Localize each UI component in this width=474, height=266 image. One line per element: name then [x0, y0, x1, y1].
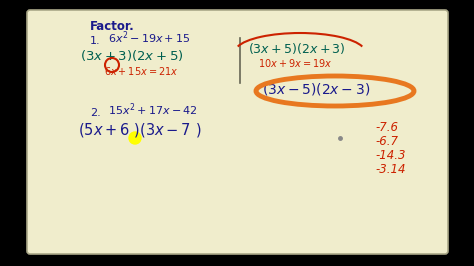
FancyBboxPatch shape	[27, 10, 448, 254]
Text: $( 5x + 6\ )(3x - 7\ )$: $( 5x + 6\ )(3x - 7\ )$	[78, 121, 201, 139]
Text: 2.: 2.	[90, 108, 101, 118]
Text: Factor.: Factor.	[90, 20, 135, 33]
Text: $10x + 9x = 19x$: $10x + 9x = 19x$	[258, 57, 332, 69]
Text: 1.: 1.	[90, 36, 100, 46]
Text: -6.7: -6.7	[375, 135, 398, 148]
Text: $(3x - 5)(2x - 3)$: $(3x - 5)(2x - 3)$	[262, 81, 370, 97]
Text: $6x^2 - 19x + 15$: $6x^2 - 19x + 15$	[108, 30, 191, 46]
Text: $(3x + 5)(2x + 3)$: $(3x + 5)(2x + 3)$	[248, 41, 346, 56]
Circle shape	[129, 132, 141, 144]
Text: $15x^2 + 17x - 42$: $15x^2 + 17x - 42$	[108, 101, 198, 118]
Text: -7.6: -7.6	[375, 121, 398, 134]
Text: -3.14: -3.14	[375, 163, 405, 176]
Text: $6x + 15x = 21x$: $6x + 15x = 21x$	[104, 65, 178, 77]
Text: -14.3: -14.3	[375, 149, 405, 162]
Text: $(3x + 3)(2x + 5)$: $(3x + 3)(2x + 5)$	[80, 48, 183, 63]
